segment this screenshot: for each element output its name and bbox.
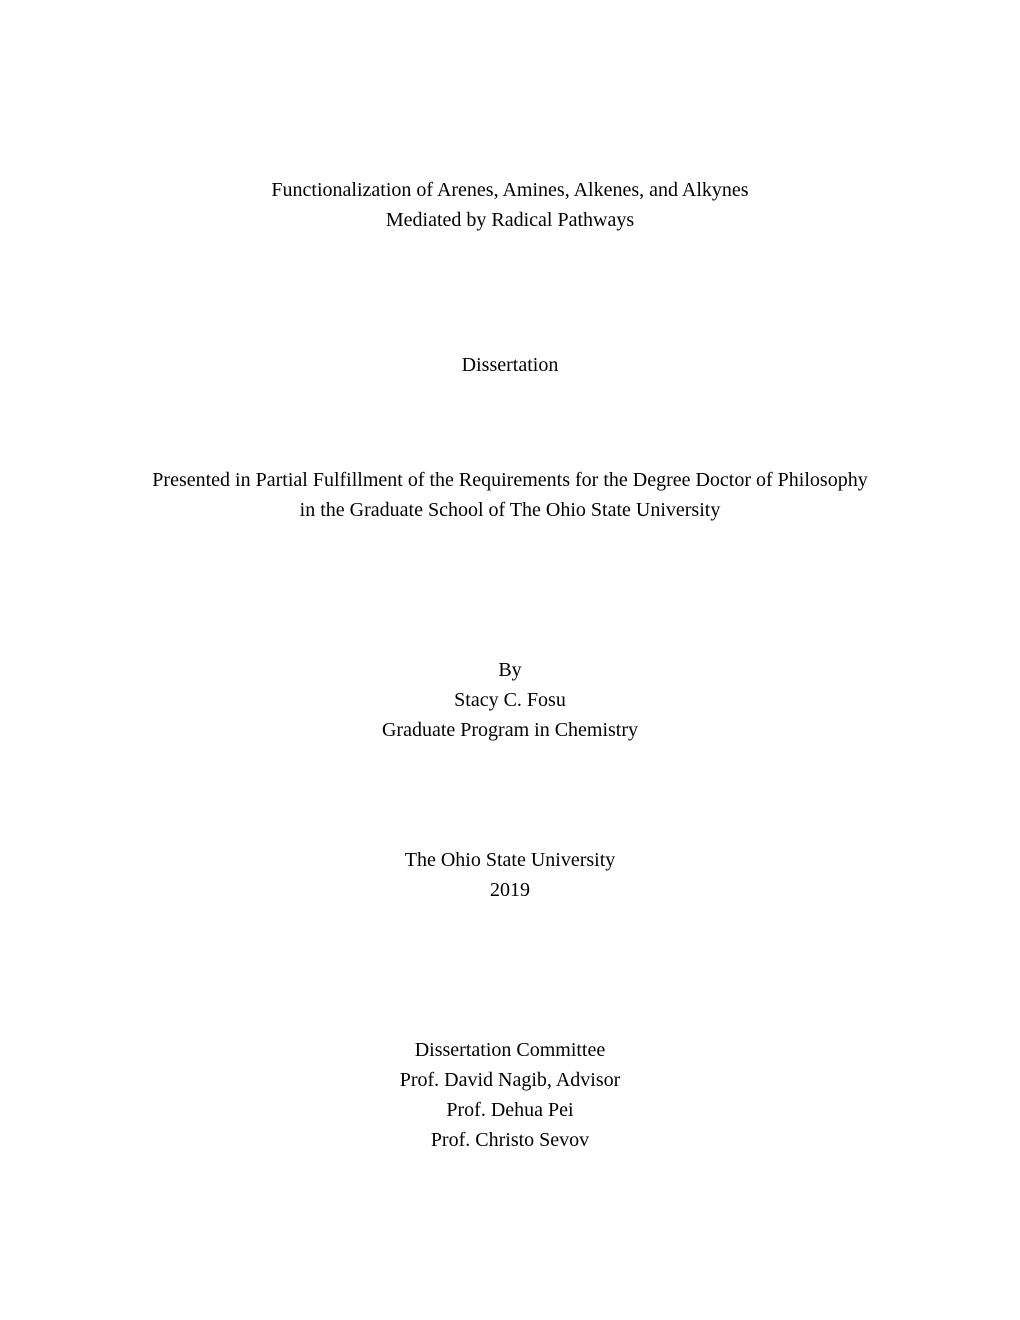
title-line-2: Mediated by Radical Pathways [271, 205, 748, 235]
title-block: Functionalization of Arenes, Amines, Alk… [271, 175, 748, 235]
fulfillment-line-1: Presented in Partial Fulfillment of the … [152, 465, 867, 495]
committee-member-1: Prof. Dehua Pei [400, 1095, 621, 1125]
committee-member-2: Prof. Christo Sevov [400, 1125, 621, 1155]
document-type: Dissertation [462, 350, 559, 380]
university-block: The Ohio State University 2019 [405, 845, 616, 905]
year: 2019 [405, 875, 616, 905]
author-program: Graduate Program in Chemistry [382, 715, 638, 745]
by-label: By [382, 655, 638, 685]
author-name: Stacy C. Fosu [382, 685, 638, 715]
title-page: Functionalization of Arenes, Amines, Alk… [130, 175, 890, 1155]
author-block: By Stacy C. Fosu Graduate Program in Che… [382, 655, 638, 745]
title-line-1: Functionalization of Arenes, Amines, Alk… [271, 175, 748, 205]
committee-advisor: Prof. David Nagib, Advisor [400, 1065, 621, 1095]
university-name: The Ohio State University [405, 845, 616, 875]
fulfillment-line-2: in the Graduate School of The Ohio State… [152, 495, 867, 525]
committee-heading: Dissertation Committee [400, 1035, 621, 1065]
doc-type-text: Dissertation [462, 350, 559, 380]
committee-block: Dissertation Committee Prof. David Nagib… [400, 1035, 621, 1155]
fulfillment-statement: Presented in Partial Fulfillment of the … [152, 465, 867, 525]
